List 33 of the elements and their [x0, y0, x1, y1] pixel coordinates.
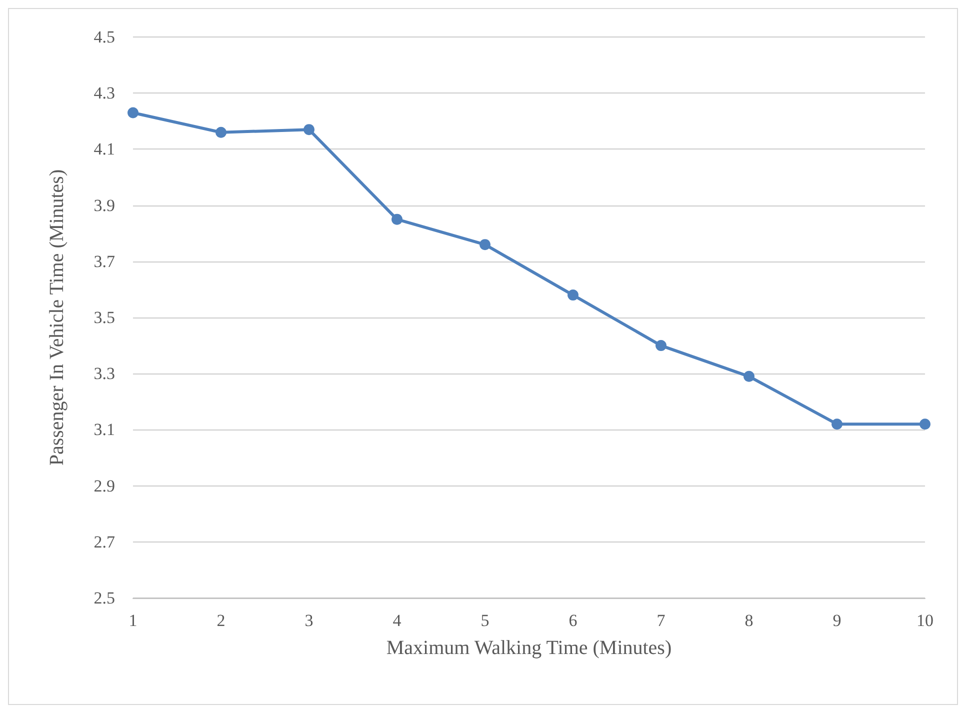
y-tick-label: 2.5: [94, 588, 115, 608]
x-tick-label: 9: [832, 611, 842, 630]
point: [832, 418, 842, 430]
y-tick-label: 4.3: [94, 84, 115, 103]
y-tick-label: 3.7: [94, 252, 116, 271]
point: [568, 290, 578, 301]
y-tick-label: 3.9: [94, 196, 115, 215]
point: [392, 214, 402, 225]
point: [128, 107, 138, 118]
y-tick-label: 2.7: [94, 532, 116, 552]
x-axis-title: Maximum Walking Time (Minutes): [386, 637, 672, 659]
x-tick-label: 6: [568, 611, 578, 630]
y-tick-label: 3.1: [94, 420, 115, 440]
x-tick-label: 10: [916, 611, 934, 630]
x-tick-label: 7: [656, 611, 666, 630]
point: [304, 124, 314, 136]
x-tick-label: 1: [128, 611, 138, 630]
x-tick-label: 2: [216, 611, 226, 630]
x-tick-label: 4: [392, 611, 402, 630]
point: [656, 340, 666, 352]
point: [744, 370, 754, 382]
y-tick-label: 2.9: [94, 476, 115, 496]
point: [216, 126, 226, 138]
y-tick-label: 3.5: [94, 308, 115, 327]
y-tick-label: 4.1: [94, 140, 115, 159]
x-tick-label: 8: [744, 611, 754, 630]
y-axis-title: Passenger In Vehicle Time (Minutes): [46, 169, 68, 466]
x-tick-label: 5: [480, 611, 490, 630]
y-tick-label: 4.5: [94, 28, 115, 46]
point: [920, 418, 930, 430]
point: [480, 239, 490, 250]
y-tick-label: 3.3: [94, 364, 115, 384]
x-tick-label: 3: [304, 611, 314, 630]
